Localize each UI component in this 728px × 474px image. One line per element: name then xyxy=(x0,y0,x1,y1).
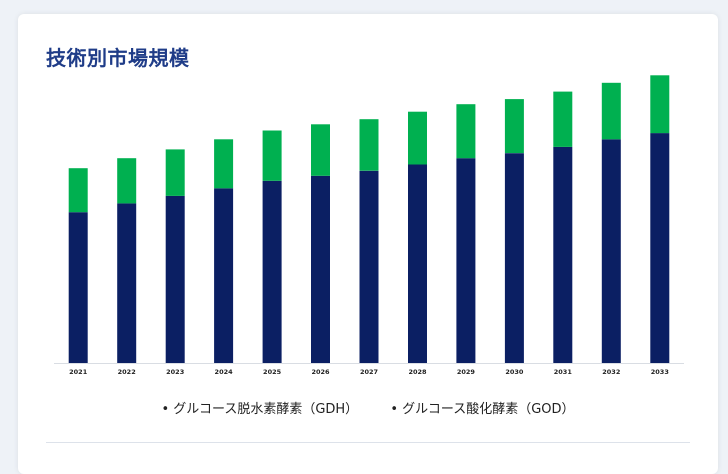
bar-god-2025 xyxy=(262,130,282,181)
x-tick-label-2023: 2023 xyxy=(166,368,184,376)
bar-god-2033 xyxy=(650,75,670,134)
x-tick-label-2031: 2031 xyxy=(554,368,573,376)
bar-gdh-2026 xyxy=(311,175,330,363)
bar-gdh-2029 xyxy=(456,158,476,363)
legend-item-god: • グルコース酸化酵素（GOD） xyxy=(390,402,575,417)
chart-title: 技術別市場規模 xyxy=(46,46,190,70)
bar-gdh-2024 xyxy=(214,188,234,363)
bar-god-2028 xyxy=(408,111,427,165)
bar-god-2023 xyxy=(165,149,185,196)
x-tick-label-2027: 2027 xyxy=(360,368,378,376)
bar-gdh-2022 xyxy=(117,203,137,363)
x-tick-label-2028: 2028 xyxy=(408,368,427,376)
chart-card: 技術別市場規模 2021 2022 2023 2024 2025 2026 2027 2028… xyxy=(18,14,718,474)
bar-gdh-2021 xyxy=(68,212,88,363)
bar-gdh-2028 xyxy=(408,164,427,363)
bar-gdh-2025 xyxy=(262,180,282,363)
bar-gdh-2033 xyxy=(650,133,670,363)
x-tick-label-2024: 2024 xyxy=(215,368,234,376)
x-tick-label-2026: 2026 xyxy=(311,368,330,376)
x-tick-label-2033: 2033 xyxy=(651,368,669,376)
bar-god-2030 xyxy=(504,99,524,154)
bar-god-2021 xyxy=(68,168,88,213)
bar-god-2026 xyxy=(311,124,330,176)
bar-god-2022 xyxy=(117,158,137,204)
bar-god-2029 xyxy=(456,104,476,159)
bar-god-2027 xyxy=(359,119,379,171)
x-tick-label-2022: 2022 xyxy=(118,368,136,376)
bar-gdh-2031 xyxy=(553,146,573,363)
bar-god-2031 xyxy=(553,91,573,147)
bar-gdh-2027 xyxy=(359,170,379,363)
bar-chart: 2021 2022 2023 2024 2025 2026 2027 2028 2029 2030… xyxy=(54,75,684,376)
legend-item-gdh: • グルコース脱水素酵素（GDH） xyxy=(161,402,359,417)
x-tick-label-2030: 2030 xyxy=(505,368,524,376)
bar-gdh-2023 xyxy=(165,195,185,363)
bar-gdh-2032 xyxy=(601,139,621,363)
divider xyxy=(46,442,690,443)
bar-god-2032 xyxy=(601,82,621,140)
chart-legend: • グルコース脱水素酵素（GDH） • グルコース酸化酵素（GOD） xyxy=(18,398,718,417)
x-tick-label-2025: 2025 xyxy=(263,368,282,376)
bar-gdh-2030 xyxy=(504,153,524,363)
bar-god-2024 xyxy=(214,139,234,189)
x-tick-label-2032: 2032 xyxy=(602,368,620,376)
x-tick-label-2021: 2021 xyxy=(69,368,88,376)
x-tick-label-2029: 2029 xyxy=(457,368,476,376)
